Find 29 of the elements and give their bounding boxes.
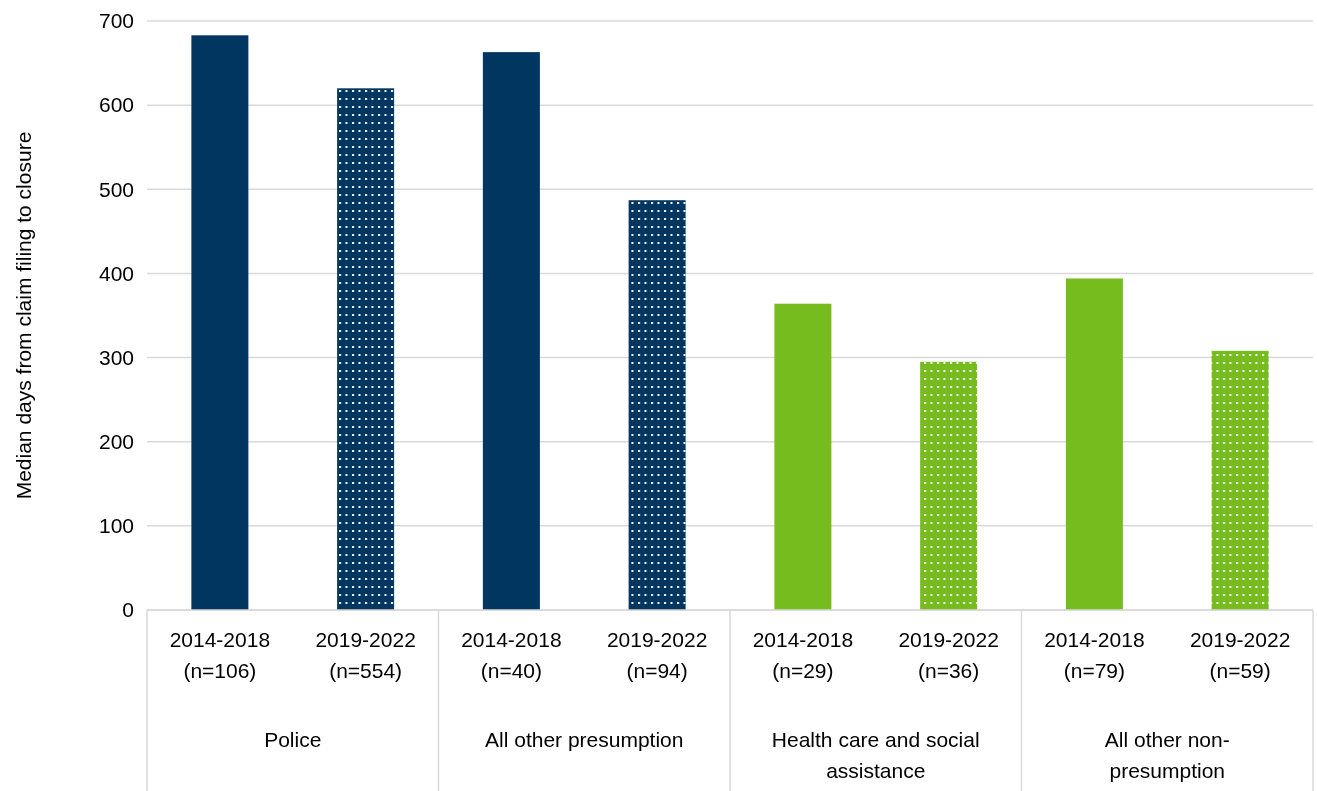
text: All other non-presumption [1104, 728, 1230, 782]
x-tick-label: 2014-2018 (n=106) [169, 628, 271, 682]
y-tick-label: 400 [98, 261, 134, 285]
bar [628, 200, 686, 610]
bar [482, 52, 540, 610]
x-tick-label: 2014-2018 (n=40) [461, 628, 562, 682]
x-tick-label: 2019-2022 (n=36) [898, 628, 999, 682]
y-tick-label: 100 [98, 514, 134, 538]
x-tick-label: 2019-2022 (n=554) [315, 628, 416, 682]
y-tick-label: 500 [98, 177, 134, 201]
y-tick-label: 300 [98, 345, 134, 369]
y-axis-title: Median days from claim filing to closure [12, 131, 35, 500]
bar [337, 88, 395, 610]
text: All other presumption [485, 728, 684, 751]
text: Health care and social assistance [771, 728, 980, 782]
bar [1211, 350, 1269, 610]
y-tick-label: 0 [122, 598, 134, 622]
bar [191, 35, 249, 610]
bar [774, 303, 832, 610]
x-tick-label: 2019-2022 (n=94) [606, 628, 708, 682]
y-tick-label: 600 [98, 93, 134, 117]
x-tick-label: 2014-2018 (n=29) [752, 628, 854, 682]
text: Police [264, 728, 322, 751]
bar [1065, 278, 1123, 610]
bar [920, 361, 978, 610]
x-tick-label: 2019-2022 (n=59) [1189, 628, 1291, 682]
y-tick-label: 200 [98, 430, 134, 454]
x-tick-label: 2014-2018 (n=79) [1044, 628, 1145, 682]
y-tick-label: 700 [98, 9, 134, 33]
